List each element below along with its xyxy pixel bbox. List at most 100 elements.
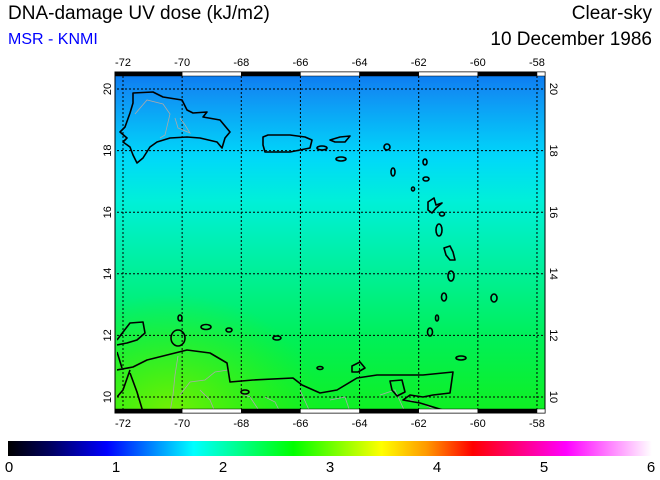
lon-label-bottom: -66 (292, 418, 308, 430)
border-line (329, 396, 351, 412)
lon-label-top: -62 (411, 57, 427, 69)
frame-scale-segment (114, 71, 183, 77)
graticule (117, 76, 543, 412)
lon-label-bottom: -70 (174, 418, 190, 430)
st-lucia (447, 270, 455, 282)
guadeloupe (427, 197, 443, 214)
coastlines (117, 91, 498, 412)
axis-labels: -72 -72 -70 -70 -68 -68 -66 -66 -64 -64 -62 -62 -60 -… (102, 57, 559, 430)
island (422, 176, 430, 182)
chart-title: DNA-damage UV dose (kJ/m2) (8, 3, 270, 24)
frame-scale-segment (300, 71, 360, 77)
island (335, 156, 347, 162)
vieques (316, 145, 328, 151)
border-line (179, 369, 229, 396)
martinique (443, 245, 456, 261)
uv-dose-field-warm (115, 72, 545, 413)
lon-label-top: -66 (292, 57, 308, 69)
puerto-rico (262, 134, 313, 153)
lake-maracaibo-shore (117, 351, 123, 369)
island (410, 186, 416, 192)
lat-label-left: 14 (102, 268, 114, 280)
lat-label-left: 12 (102, 329, 114, 341)
lat-label-left: 10 (102, 391, 114, 403)
lat-label-right: 12 (547, 329, 559, 341)
lat-label-right: 20 (547, 83, 559, 95)
frame-scale-segment (418, 71, 479, 77)
frame-scale-segment (536, 408, 546, 414)
lon-label-top: -58 (529, 57, 545, 69)
border-line (299, 389, 311, 412)
frame-scale-segment (181, 71, 242, 77)
lon-label-top: -60 (470, 57, 486, 69)
frame-scale-segment (477, 408, 538, 414)
grenadines (434, 314, 440, 322)
dominica (435, 223, 443, 237)
virgin-islands (329, 135, 351, 143)
colorbar-tick-label: 0 (4, 459, 14, 476)
border-haiti-dr (134, 99, 171, 139)
lake-maracaibo-shore (129, 372, 144, 412)
lat-label-right: 10 (547, 391, 559, 403)
condition-label: Clear-sky (571, 3, 652, 24)
lon-label-top: -64 (352, 57, 368, 69)
lat-label-left: 20 (102, 83, 114, 95)
frame-scale-segment (181, 408, 242, 414)
lon-label-bottom: -58 (529, 418, 545, 430)
lake-maracaibo-shore (117, 369, 131, 398)
frame-scale-bars (114, 71, 546, 414)
lon-label-top: -68 (233, 57, 249, 69)
tobago (455, 355, 467, 361)
lat-label-left: 18 (102, 144, 114, 156)
colorbar-tick-label: 4 (432, 459, 442, 476)
colorbar-tick-label: 6 (646, 459, 656, 476)
paraguana (170, 329, 186, 347)
frame-scale-segment (300, 408, 360, 414)
lat-label-left: 16 (102, 206, 114, 218)
frame-scale-segment (536, 71, 546, 77)
colorbar-tick-label: 5 (539, 459, 549, 476)
margarita (351, 361, 366, 373)
lon-label-bottom: -62 (411, 418, 427, 430)
border-line (264, 396, 281, 412)
frame-scale-segment (359, 71, 419, 77)
barbados (490, 293, 498, 303)
frame-scale-segment (359, 408, 419, 414)
lon-label-top: -72 (115, 57, 131, 69)
trinidad (389, 379, 406, 397)
border-line (379, 389, 406, 412)
frame-scale-segment (241, 408, 301, 414)
date-label: 10 December 1986 (490, 29, 652, 50)
lon-label-bottom: -64 (352, 418, 368, 430)
frame-scale-segment (114, 408, 183, 414)
lat-label-right: 16 (547, 206, 559, 218)
lat-label-right: 14 (547, 268, 559, 280)
lat-label-right: 18 (547, 144, 559, 156)
colorbar-tick-label: 3 (325, 459, 335, 476)
lon-label-top: -70 (174, 57, 190, 69)
border-line (199, 389, 216, 412)
island (422, 158, 428, 166)
aruba (177, 314, 183, 322)
frame-scale-segment (418, 408, 479, 414)
frame-scale-segment (477, 71, 538, 77)
colorbar (8, 441, 652, 456)
island (390, 167, 396, 177)
bonaire (225, 327, 233, 333)
island (240, 389, 250, 395)
border-col-ven (169, 355, 179, 412)
source-label: MSR - KNMI (8, 31, 98, 48)
colorbar-tick-label: 1 (111, 459, 121, 476)
lon-label-bottom: -60 (470, 418, 486, 430)
colorbar-tick-label: 2 (218, 459, 228, 476)
border-line (174, 117, 192, 134)
lon-label-bottom: -68 (233, 418, 249, 430)
island (383, 143, 391, 151)
guajira (117, 321, 146, 346)
map-panel: -72 -72 -70 -70 -68 -68 -66 -66 -64 -64 -62 -62 -60 -… (102, 57, 559, 430)
grenada (426, 327, 434, 337)
colorbar-ramp (8, 441, 652, 456)
curacao (200, 323, 212, 331)
island (316, 365, 324, 371)
